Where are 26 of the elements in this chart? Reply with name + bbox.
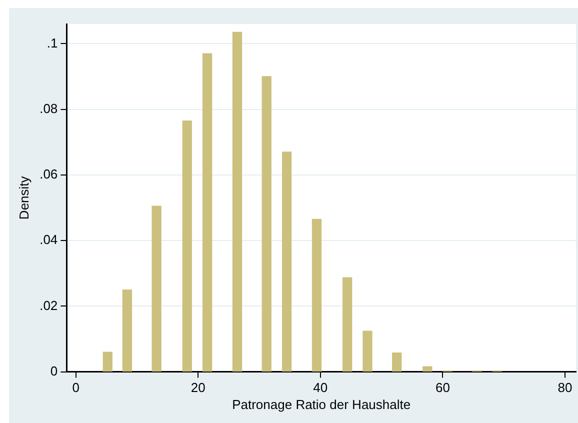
- bar: [122, 289, 132, 372]
- bar: [182, 120, 192, 372]
- bar: [282, 152, 292, 372]
- bar: [262, 76, 272, 372]
- bar: [312, 218, 322, 372]
- x-tick-label: 60: [435, 380, 450, 396]
- x-tick-label: 0: [72, 380, 80, 396]
- y-tick-label: .04: [40, 232, 58, 248]
- x-axis-title: Patronage Ratio der Haushalte: [232, 396, 411, 412]
- bar: [152, 206, 162, 372]
- y-tick-label: 0: [50, 363, 58, 378]
- y-tick-label: .06: [40, 166, 58, 182]
- bar: [362, 330, 372, 372]
- bar: [232, 32, 242, 372]
- y-tick-label: .1: [46, 35, 58, 50]
- y-axis-title: Density: [16, 176, 32, 220]
- y-tick-label: .08: [40, 100, 58, 116]
- bar: [392, 352, 402, 372]
- bar: [342, 277, 352, 372]
- bar: [422, 366, 432, 372]
- x-tick-label: 20: [190, 380, 206, 396]
- bar: [102, 352, 112, 372]
- x-tick-label: 40: [313, 380, 328, 396]
- bar: [202, 53, 212, 372]
- x-tick-label: 80: [558, 380, 572, 396]
- y-tick-label: .02: [40, 298, 58, 313]
